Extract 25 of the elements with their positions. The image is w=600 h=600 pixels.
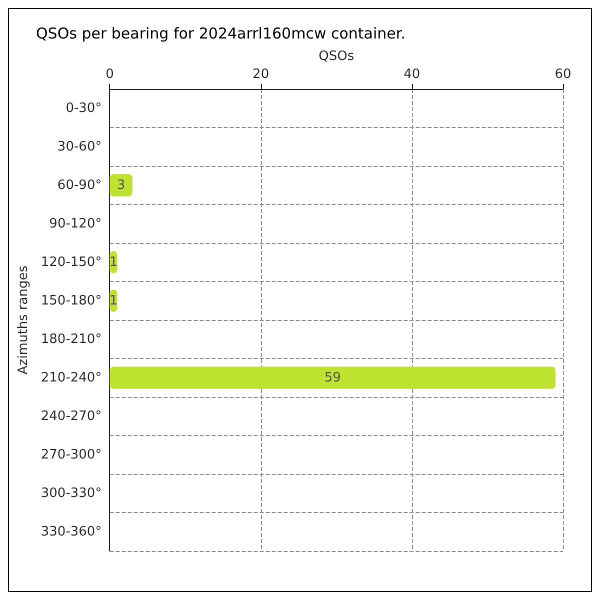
data-label: 1 bbox=[109, 293, 118, 308]
y-tick-label: 60-90° bbox=[57, 178, 102, 193]
x-tick-label: 40 bbox=[404, 67, 420, 82]
x-tick-label: 0 bbox=[106, 67, 114, 82]
y-tick-label: 30-60° bbox=[57, 139, 102, 154]
y-tick-label: 210-240° bbox=[40, 370, 102, 386]
x-tick-label: 20 bbox=[252, 67, 270, 82]
y-tick-label: 330-360° bbox=[40, 524, 102, 540]
y-tick-label: 150-180° bbox=[40, 293, 102, 308]
y-tick-label: 0-30° bbox=[66, 100, 102, 116]
y-tick-label: 120-150° bbox=[40, 254, 102, 270]
y-tick-label: 240-270° bbox=[40, 408, 102, 424]
bar bbox=[110, 366, 556, 389]
bar bbox=[110, 174, 132, 196]
y-tick-label: 300-330° bbox=[40, 486, 102, 501]
data-label: 1 bbox=[109, 254, 118, 270]
data-label: 59 bbox=[324, 370, 341, 386]
y-tick-label: 270-300° bbox=[40, 447, 102, 462]
y-axis-title: Azimuths ranges bbox=[16, 265, 31, 375]
chart-title: QSOs per bearing for 2024arrl160mcw container. bbox=[36, 24, 406, 42]
y-tick-label: 90-120° bbox=[49, 216, 102, 232]
data-label: 3 bbox=[116, 178, 126, 193]
y-tick-label: 180-210° bbox=[40, 332, 102, 347]
x-axis-title: QSOs bbox=[318, 49, 354, 64]
x-tick-label: 60 bbox=[554, 67, 572, 82]
